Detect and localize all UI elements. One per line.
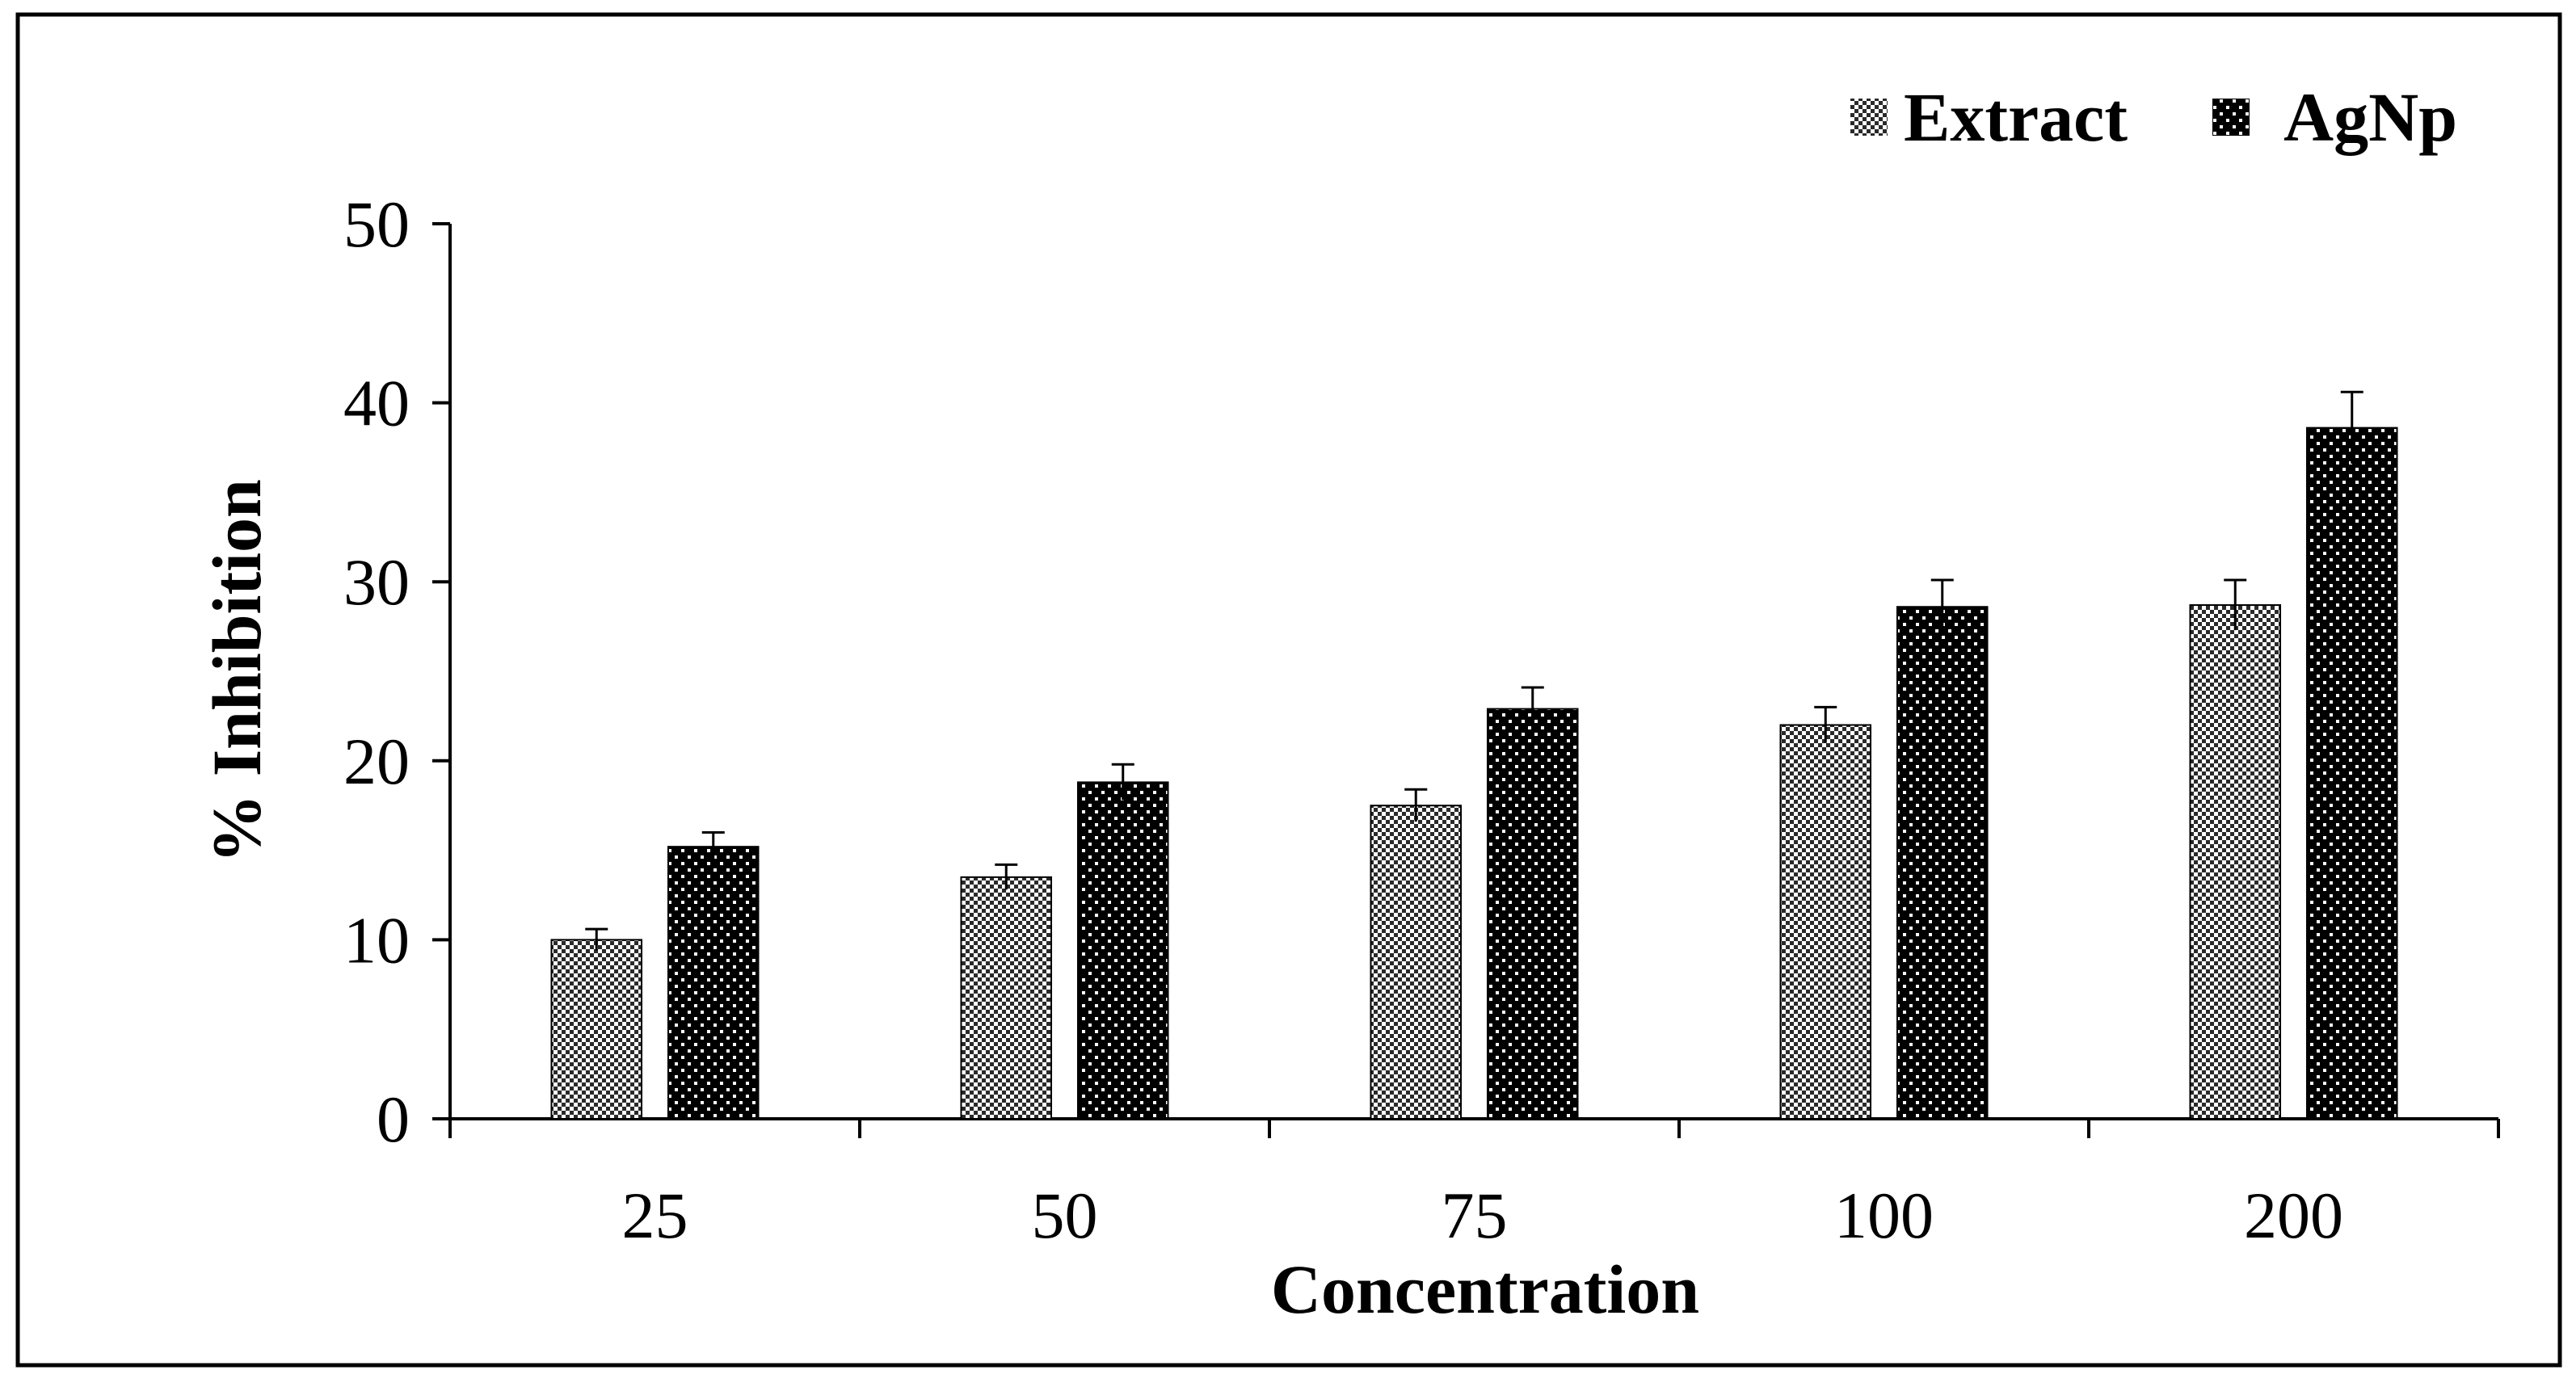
y-tick-label: 40 xyxy=(343,367,410,440)
y-tick-label: 30 xyxy=(343,545,410,619)
y-tick-label: 20 xyxy=(343,725,410,798)
bar-agnp-200 xyxy=(2305,427,2398,1120)
bar-agnp-100 xyxy=(1896,606,1989,1120)
y-axis-title: % Inhibition xyxy=(198,479,276,864)
error-bar-extract-25 xyxy=(585,927,608,951)
x-tick-label: 50 xyxy=(1032,1179,1098,1252)
bar-extract-25 xyxy=(550,939,643,1120)
legend-swatch-extract xyxy=(1850,99,1888,136)
error-bar-agnp-75 xyxy=(1521,686,1544,731)
bar-extract-200 xyxy=(2189,604,2282,1120)
bar-extract-50 xyxy=(960,876,1053,1120)
error-bar-extract-200 xyxy=(2224,578,2247,631)
error-bar-extract-75 xyxy=(1404,788,1428,822)
x-tick-label: 75 xyxy=(1442,1179,1508,1252)
legend: Extract AgNp xyxy=(1850,78,2457,156)
x-axis-ticks: 25 50 75 100 200 xyxy=(448,1119,2500,1252)
bar-agnp-75 xyxy=(1486,708,1579,1120)
error-bar-agnp-200 xyxy=(2340,390,2363,464)
legend-swatch-agnp xyxy=(2212,99,2250,136)
x-tick-label: 100 xyxy=(1834,1179,1934,1252)
error-bar-extract-100 xyxy=(1814,705,1837,743)
bar-extract-100 xyxy=(1779,724,1872,1120)
error-bar-agnp-50 xyxy=(1111,763,1134,801)
legend-label-agnp: AgNp xyxy=(2283,78,2457,156)
x-axis-title: Concentration xyxy=(1271,1250,1699,1328)
bar-agnp-50 xyxy=(1076,781,1169,1120)
y-tick-label: 10 xyxy=(343,903,410,977)
bar-agnp-25 xyxy=(667,846,760,1120)
error-bar-extract-50 xyxy=(995,863,1018,890)
error-bar-agnp-100 xyxy=(1930,578,1954,634)
chart-frame xyxy=(15,12,2562,1368)
error-bars xyxy=(585,390,2363,951)
legend-label-extract: Extract xyxy=(1904,78,2128,156)
x-tick-label: 25 xyxy=(622,1179,688,1252)
y-axis-ticks: 0 10 20 30 40 50 xyxy=(343,187,450,1156)
y-tick-label: 0 xyxy=(377,1082,410,1156)
x-tick-label: 200 xyxy=(2244,1179,2343,1252)
error-bar-agnp-25 xyxy=(701,830,725,861)
bar-extract-75 xyxy=(1370,805,1463,1120)
bar-series xyxy=(550,427,2398,1120)
y-tick-label: 50 xyxy=(343,187,410,261)
